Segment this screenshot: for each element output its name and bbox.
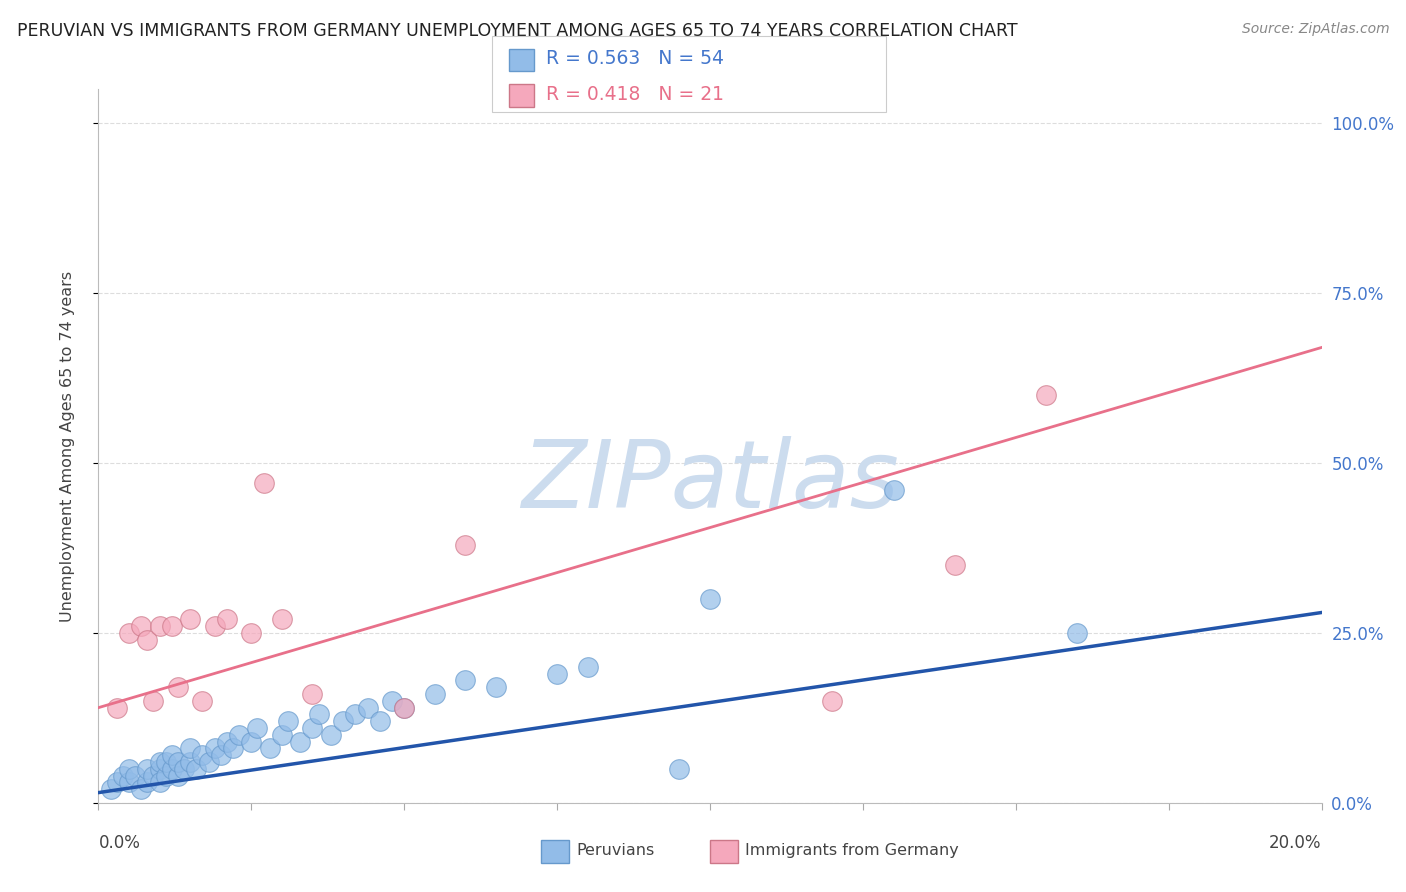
Point (301, 721, 323, 735)
Point (167, 680, 190, 694)
Point (1035, 388, 1057, 402)
Point (699, 591, 721, 606)
Point (149, 775, 172, 789)
Point (301, 687, 323, 701)
Point (149, 619, 172, 633)
Point (228, 728, 250, 742)
Point (160, 762, 183, 776)
Point (270, 612, 292, 626)
Point (308, 707, 330, 722)
Point (191, 694, 214, 708)
Point (485, 680, 508, 694)
Point (454, 537, 477, 551)
Point (136, 762, 159, 776)
Y-axis label: Unemployment Among Ages 65 to 74 years: Unemployment Among Ages 65 to 74 years (60, 270, 75, 622)
Point (290, 734, 312, 748)
Point (118, 762, 141, 776)
Point (118, 626, 141, 640)
Point (546, 666, 568, 681)
Text: Peruvians: Peruvians (576, 844, 655, 858)
Point (155, 755, 177, 769)
Point (197, 755, 219, 769)
Text: ZIPatlas: ZIPatlas (522, 436, 898, 527)
Point (142, 694, 165, 708)
Point (319, 728, 342, 742)
Text: R = 0.418   N = 21: R = 0.418 N = 21 (546, 85, 724, 103)
Point (240, 626, 263, 640)
Point (160, 619, 183, 633)
Point (191, 748, 214, 763)
Point (344, 707, 367, 722)
Text: 0.0%: 0.0% (98, 834, 141, 852)
Text: Immigrants from Germany: Immigrants from Germany (745, 844, 959, 858)
Point (129, 619, 152, 633)
Point (222, 741, 245, 756)
Point (118, 775, 141, 789)
Point (332, 714, 354, 729)
Point (368, 714, 391, 729)
Point (105, 700, 128, 714)
Point (381, 694, 404, 708)
Text: R = 0.563   N = 54: R = 0.563 N = 54 (546, 49, 724, 68)
Point (155, 769, 177, 783)
Point (173, 762, 195, 776)
Point (186, 762, 208, 776)
Point (392, 700, 416, 714)
Point (129, 782, 152, 797)
Point (149, 762, 172, 776)
Point (1066, 626, 1088, 640)
Point (179, 741, 201, 756)
Point (136, 632, 159, 647)
Point (423, 687, 446, 701)
Point (356, 700, 378, 714)
Point (252, 476, 274, 491)
Point (668, 762, 690, 776)
Point (215, 734, 238, 748)
Point (270, 728, 292, 742)
Point (259, 741, 281, 756)
Point (246, 721, 269, 735)
Point (883, 483, 905, 498)
Point (111, 769, 134, 783)
Point (240, 734, 263, 748)
Text: 20.0%: 20.0% (1270, 834, 1322, 852)
Point (136, 775, 159, 789)
Point (124, 769, 146, 783)
Point (215, 612, 238, 626)
Point (167, 769, 190, 783)
Point (100, 782, 122, 797)
Point (209, 748, 232, 763)
Point (821, 694, 844, 708)
Text: PERUVIAN VS IMMIGRANTS FROM GERMANY UNEMPLOYMENT AMONG AGES 65 TO 74 YEARS CORRE: PERUVIAN VS IMMIGRANTS FROM GERMANY UNEM… (17, 22, 1018, 40)
Point (149, 755, 172, 769)
Text: Source: ZipAtlas.com: Source: ZipAtlas.com (1241, 22, 1389, 37)
Point (105, 775, 128, 789)
Point (142, 769, 165, 783)
Point (160, 748, 183, 763)
Point (943, 558, 966, 572)
Point (167, 755, 190, 769)
Point (454, 673, 477, 688)
Point (392, 700, 416, 714)
Point (179, 755, 201, 769)
Point (204, 619, 226, 633)
Point (179, 612, 201, 626)
Point (204, 741, 226, 756)
Point (277, 714, 299, 729)
Point (576, 660, 599, 674)
